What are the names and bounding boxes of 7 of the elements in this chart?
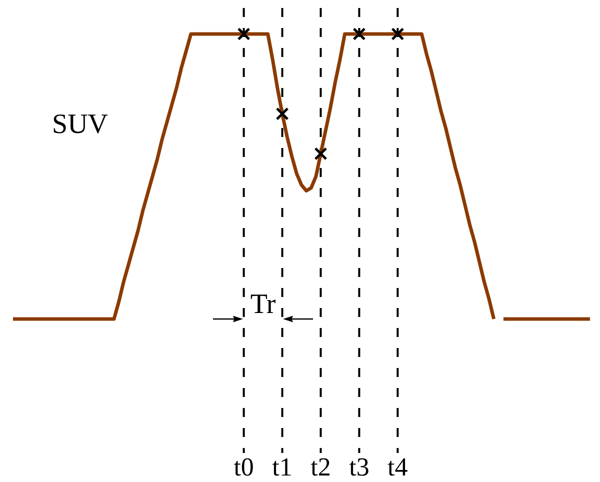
x-tick-label: t3 — [349, 452, 370, 482]
annotation: Tr — [250, 289, 276, 320]
x-tick-label: t1 — [272, 452, 292, 482]
x-tick-label: t2 — [310, 452, 331, 482]
x-tick-label: t0 — [234, 452, 254, 482]
x-tick-label: t4 — [388, 452, 408, 482]
y-axis-title: SUV — [52, 109, 108, 140]
